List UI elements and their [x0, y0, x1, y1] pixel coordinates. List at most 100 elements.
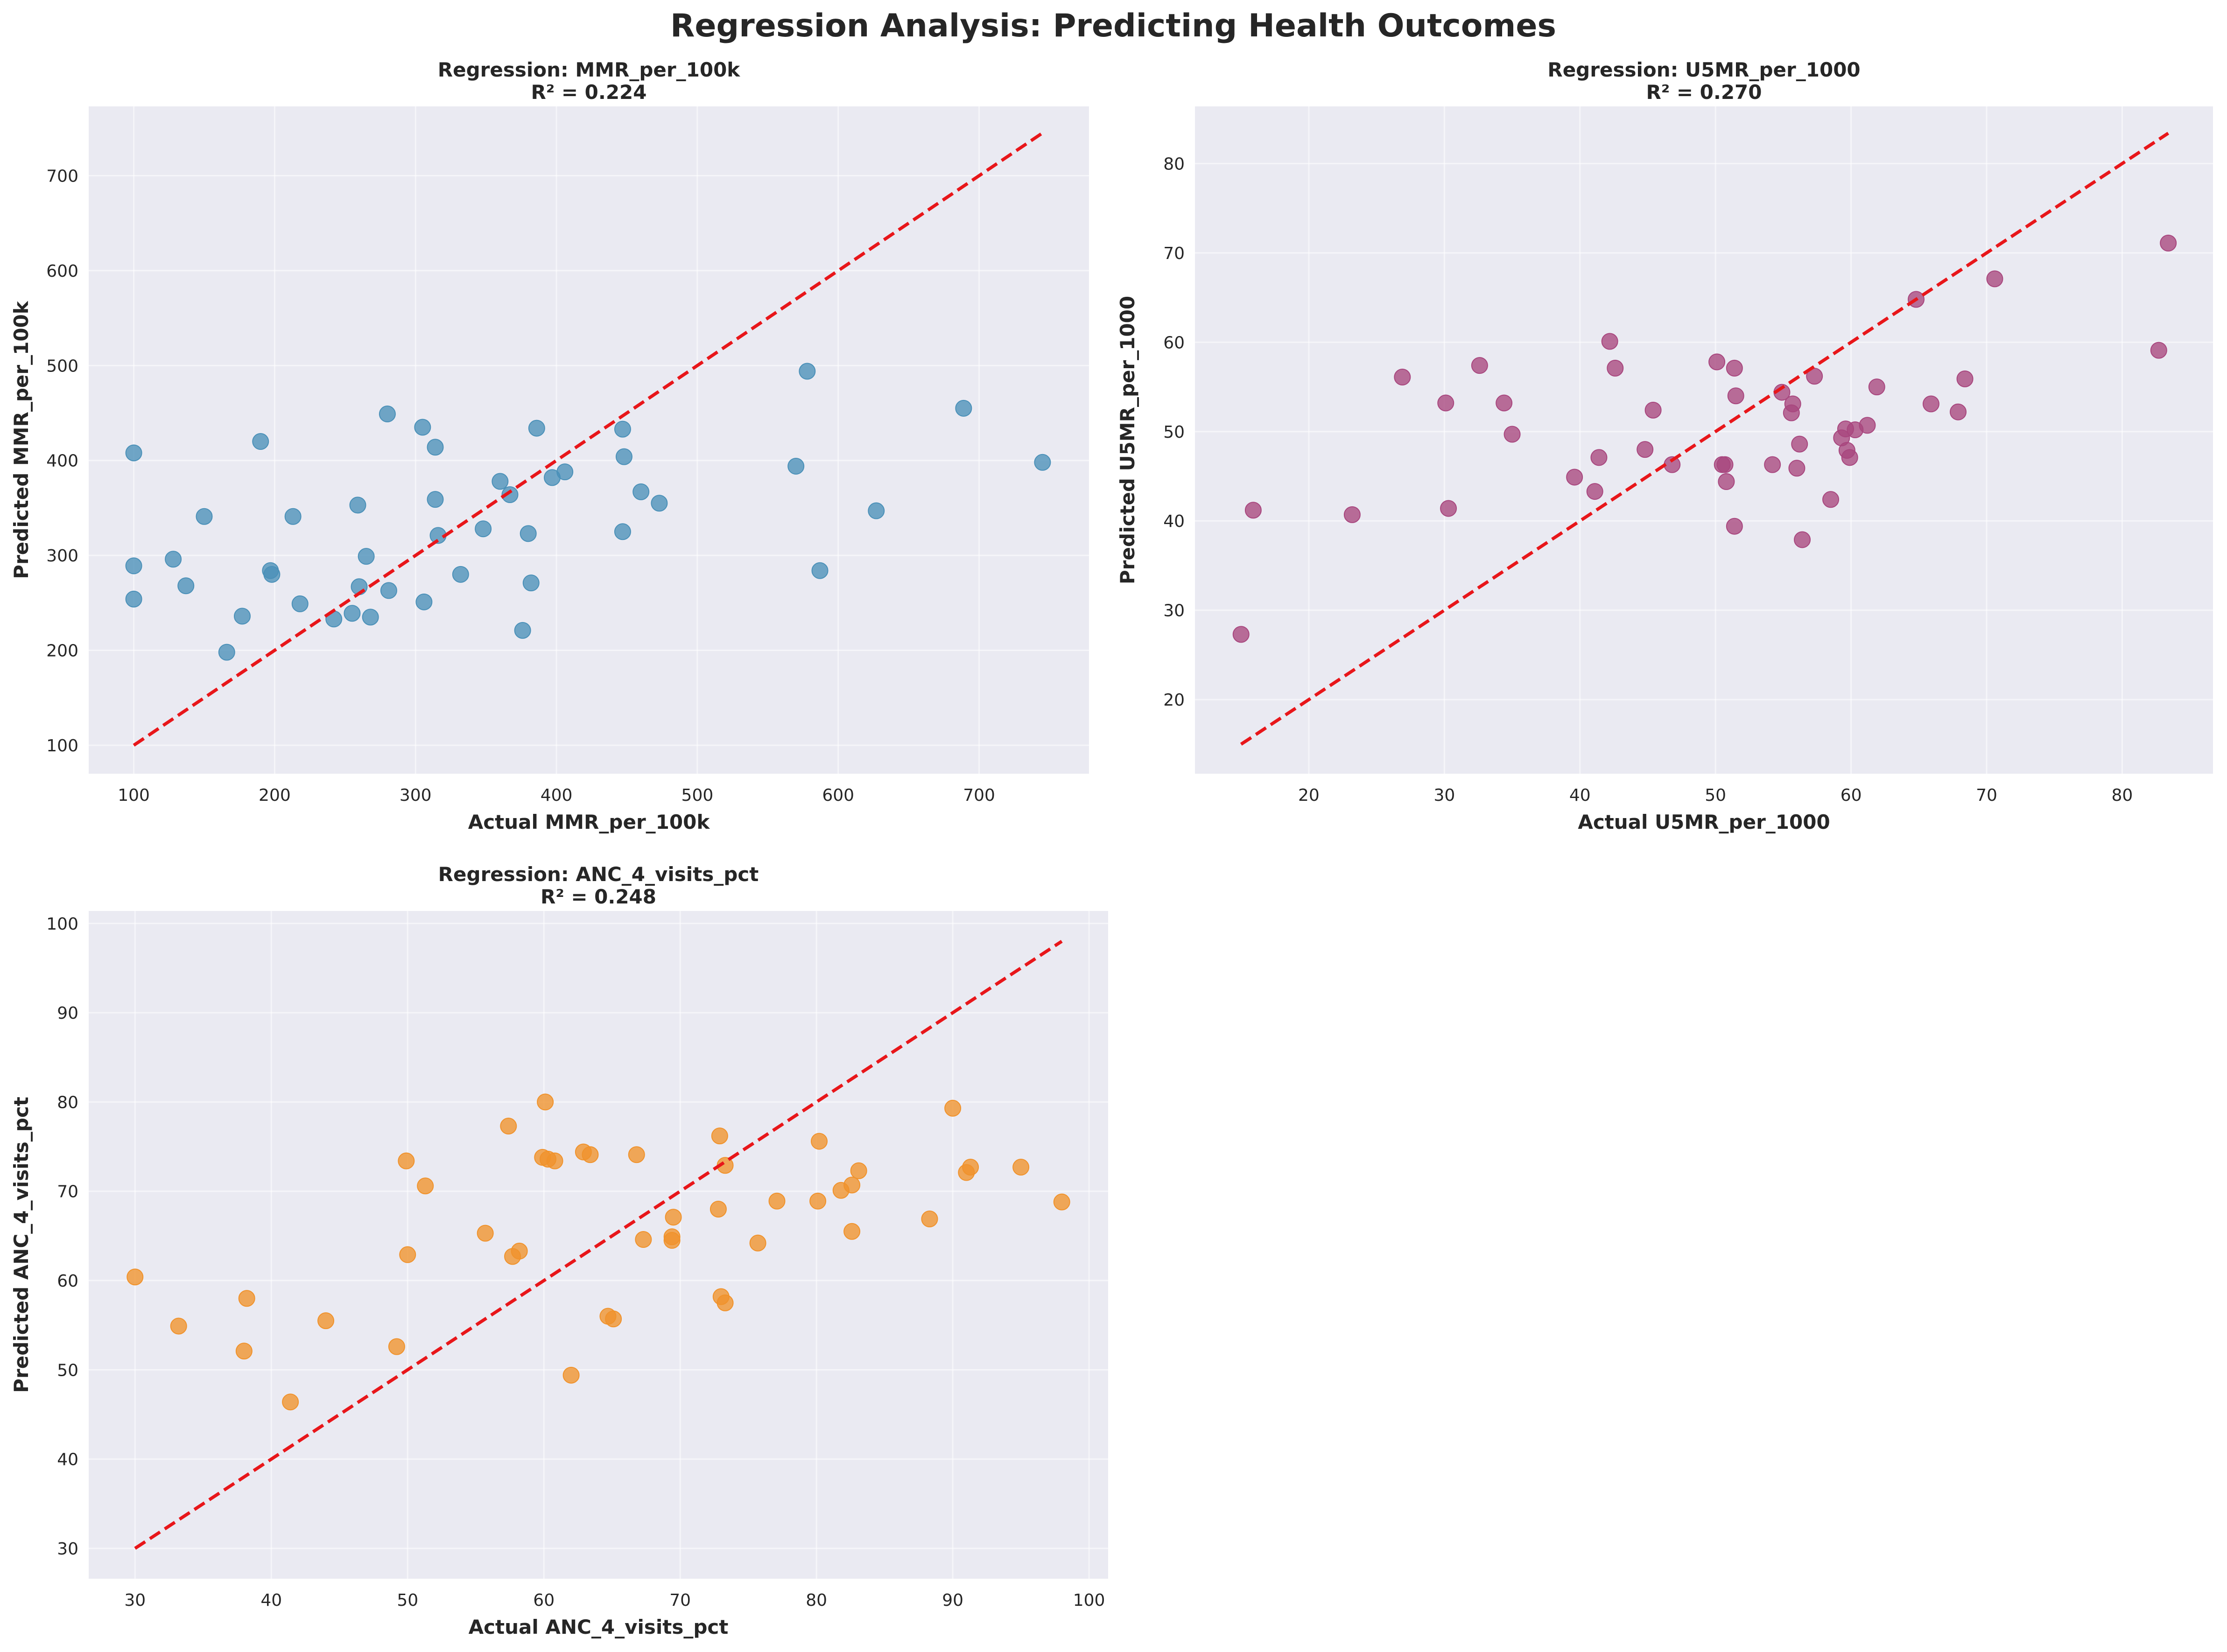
data-point	[125, 557, 142, 574]
y-tick-label: 100	[46, 915, 78, 934]
figure-title: Regression Analysis: Predicting Health O…	[670, 7, 1556, 44]
y-tick-label: 50	[57, 1361, 78, 1380]
data-point	[955, 399, 972, 417]
x-tick-label: 90	[942, 1591, 963, 1610]
data-point	[1232, 626, 1250, 643]
data-point	[475, 520, 492, 538]
data-point	[399, 1246, 416, 1263]
data-point	[511, 1242, 528, 1260]
data-point	[1859, 417, 1876, 434]
data-point	[349, 497, 366, 514]
data-point	[768, 1192, 786, 1210]
data-point	[427, 491, 444, 508]
data-point	[582, 1146, 599, 1163]
data-point	[1727, 387, 1744, 405]
x-tick-label: 70	[1976, 786, 1997, 805]
data-point	[170, 1317, 187, 1335]
data-point	[651, 495, 668, 512]
data-point	[944, 1099, 962, 1117]
data-point	[614, 523, 631, 540]
data-point	[398, 1152, 415, 1169]
data-point	[962, 1159, 979, 1176]
data-point	[218, 644, 235, 661]
x-tick-label: 80	[806, 1591, 827, 1610]
data-point	[749, 1234, 766, 1252]
y-tick-label: 60	[57, 1272, 78, 1291]
x-tick-label: 200	[259, 786, 291, 805]
data-point	[605, 1310, 622, 1328]
data-point	[1868, 378, 1885, 396]
data-point	[537, 1093, 554, 1111]
data-point	[1708, 353, 1726, 371]
y-tick-label: 20	[1163, 691, 1185, 710]
data-point	[1922, 395, 1939, 413]
data-point	[177, 577, 195, 595]
y-tick-label: 30	[57, 1540, 78, 1559]
y-tick-label: 30	[1163, 602, 1185, 621]
data-point	[282, 1393, 299, 1411]
data-point	[546, 1152, 563, 1169]
data-point	[263, 566, 281, 583]
y-tick-label: 600	[46, 262, 78, 281]
y-tick-label: 70	[1163, 244, 1185, 263]
perfect-prediction-line	[134, 940, 1063, 1550]
data-point	[1394, 369, 1411, 386]
data-point	[710, 1200, 727, 1218]
data-point	[238, 1290, 255, 1307]
data-point	[522, 574, 540, 592]
data-point	[843, 1176, 861, 1194]
y-tick-label: 300	[46, 546, 78, 566]
data-point	[317, 1312, 335, 1330]
data-point	[1586, 483, 1603, 500]
x-tick-label: 40	[260, 1591, 282, 1610]
data-point	[717, 1294, 734, 1311]
x-tick-label: 50	[1705, 786, 1726, 805]
data-point	[615, 448, 632, 465]
data-point	[1566, 469, 1583, 486]
data-point	[1637, 441, 1654, 458]
data-point	[811, 1133, 828, 1150]
x-tick-label: 60	[1841, 786, 1862, 805]
data-point	[415, 593, 433, 610]
data-point	[1437, 394, 1454, 412]
x-tick-label: 700	[963, 786, 995, 805]
data-point	[843, 1223, 861, 1240]
data-point	[614, 420, 631, 438]
y-tick-label: 70	[57, 1183, 78, 1202]
y-tick-label: 400	[46, 452, 78, 471]
data-point	[1053, 1193, 1070, 1211]
data-point	[1716, 456, 1734, 473]
data-point	[787, 457, 805, 475]
data-point	[2160, 234, 2177, 252]
data-point	[1841, 449, 1858, 466]
data-point	[126, 1268, 144, 1286]
x-tick-label: 30	[1433, 786, 1455, 805]
x-axis-label: Actual U5MR_per_1000	[1578, 811, 1830, 833]
subplot-r2-label: R² = 0.270	[1646, 81, 1762, 104]
x-tick-label: 80	[2112, 786, 2133, 805]
data-point	[562, 1366, 580, 1384]
data-point	[417, 1177, 434, 1195]
y-axis-label: Predicted U5MR_per_1000	[1116, 296, 1139, 584]
data-point	[196, 508, 213, 525]
data-point	[1601, 333, 1618, 350]
data-point	[1956, 370, 1974, 387]
data-point	[711, 1127, 728, 1145]
subplot-r2-label: R² = 0.248	[541, 885, 656, 908]
data-point	[344, 605, 361, 622]
data-point	[1764, 456, 1781, 473]
subplot-title: Regression: U5MR_per_1000	[1547, 58, 1860, 81]
data-point	[388, 1338, 405, 1355]
data-point	[1244, 502, 1262, 519]
y-tick-label: 80	[57, 1093, 78, 1112]
data-point	[1788, 460, 1805, 477]
data-point	[1496, 394, 1513, 412]
data-point	[811, 562, 829, 579]
data-point	[2150, 342, 2167, 359]
data-point	[165, 551, 182, 568]
data-point	[520, 525, 537, 542]
perfect-prediction-line	[133, 132, 1044, 747]
data-point	[291, 595, 309, 612]
subplot-r2-label: R² = 0.224	[531, 81, 646, 104]
